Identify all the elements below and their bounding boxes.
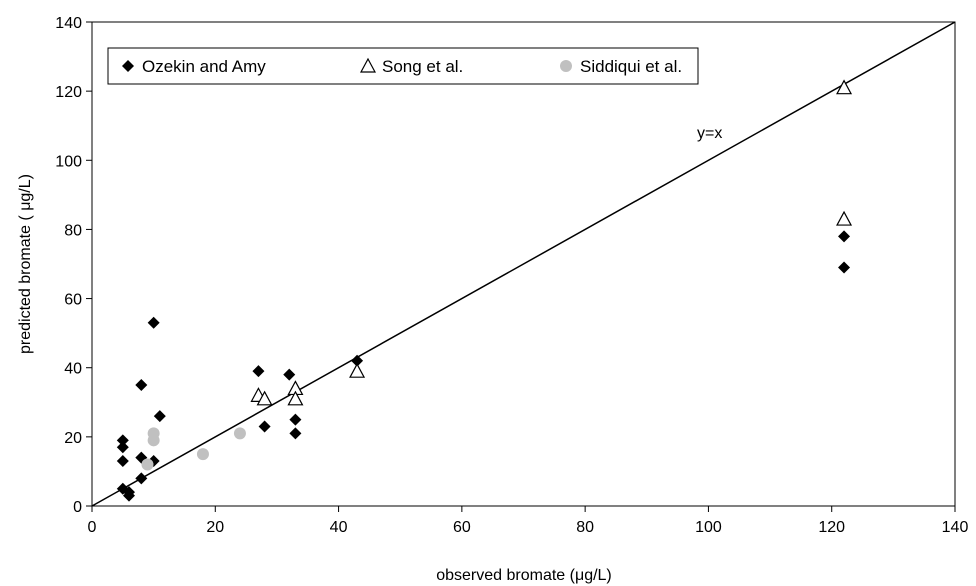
data-point (836, 79, 853, 95)
x-tick-label: 60 (453, 519, 471, 536)
legend-box (107, 47, 699, 85)
y-tick-label: 140 (55, 15, 82, 32)
data-point (351, 354, 364, 367)
data-point (283, 368, 296, 381)
x-tick-label: 80 (576, 519, 594, 536)
x-tick-label: 100 (695, 519, 722, 536)
legend-marker (560, 60, 572, 72)
data-point (153, 410, 166, 423)
data-point (233, 427, 246, 440)
identity-line-label: y=x (697, 125, 722, 142)
data-point (116, 434, 129, 447)
x-tick-label: 40 (330, 519, 348, 536)
data-point (141, 458, 154, 471)
y-tick-label: 0 (73, 499, 82, 516)
data-point (287, 390, 304, 406)
data-points (116, 79, 853, 502)
x-tick-label: 20 (206, 519, 224, 536)
data-point (838, 261, 851, 274)
legend-label: Siddiqui et al. (580, 57, 682, 76)
y-tick-label: 40 (64, 361, 82, 378)
series-3 (141, 427, 246, 471)
series-1 (116, 230, 851, 502)
data-point (147, 316, 160, 329)
legend-label: Ozekin and Amy (142, 57, 266, 76)
data-point (256, 390, 273, 406)
data-point (116, 441, 129, 454)
data-point (147, 434, 160, 447)
data-point (135, 379, 148, 391)
y-axis-title: predicted bromate ( μg/L) (17, 174, 34, 354)
identity-line (91, 21, 956, 507)
data-point (349, 362, 366, 378)
data-point (836, 210, 853, 226)
data-point (135, 472, 148, 485)
data-point (289, 427, 302, 440)
plot-area-frame (91, 21, 956, 507)
legend-item: Ozekin and Amy (122, 57, 266, 76)
data-point (116, 455, 129, 468)
y-tick-label: 60 (64, 292, 82, 309)
y-tick-label: 20 (64, 430, 82, 447)
data-point (252, 365, 265, 378)
legend-label: Song et al. (382, 57, 463, 76)
y-tick-label: 80 (64, 222, 82, 239)
data-point (196, 448, 209, 461)
legend-item: Song et al. (359, 57, 463, 76)
axis-ticks (86, 21, 956, 512)
series-2 (250, 79, 853, 406)
data-point (122, 489, 135, 502)
data-point (838, 230, 851, 243)
legend-marker (359, 57, 377, 73)
x-tick-label: 120 (818, 519, 845, 536)
legend-marker (122, 60, 134, 72)
y-tick-label: 100 (55, 153, 82, 170)
data-point (289, 413, 302, 426)
legend: Ozekin and Amy Song et al. Siddiqui et al. (107, 47, 699, 85)
x-axis-title: observed bromate (μg/L) (436, 567, 612, 584)
x-tick-label: 140 (942, 519, 969, 536)
y-tick-label: 120 (55, 84, 82, 101)
axis-tick-labels: 0 20 40 60 80 100 120 140 0 20 40 60 80 100 120 140 (55, 15, 968, 536)
legend-item: Siddiqui et al. (560, 57, 682, 76)
x-tick-label: 0 (88, 519, 97, 536)
data-point (258, 420, 271, 433)
